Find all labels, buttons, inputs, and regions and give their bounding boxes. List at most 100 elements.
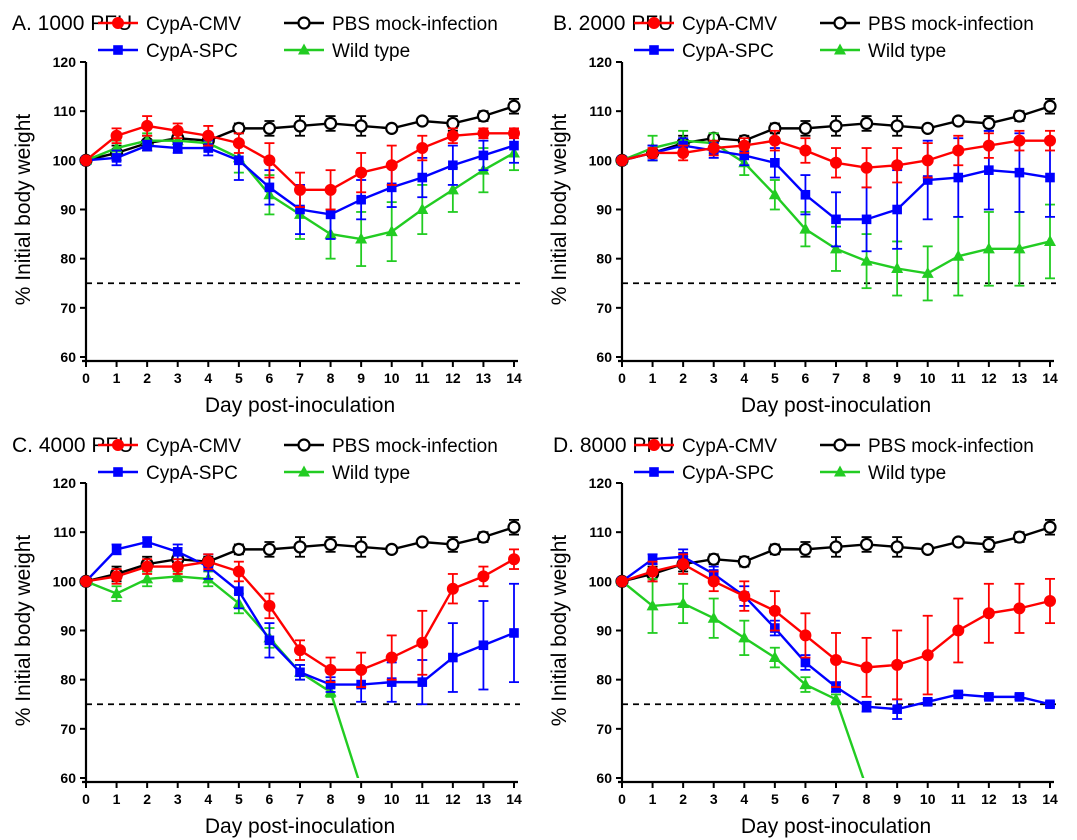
- y-tick-label: 70: [596, 300, 612, 316]
- data-point: [770, 157, 780, 168]
- data-point: [891, 159, 904, 172]
- data-point: [232, 121, 246, 135]
- legend-label: PBS mock-infection: [332, 436, 498, 457]
- legend-label: Wild type: [868, 41, 946, 62]
- data-point: [415, 535, 429, 549]
- legend-item-wild-type: Wild type: [820, 41, 946, 62]
- legend-label: CypA-SPC: [146, 463, 238, 484]
- chart-title: C. 4000 PFU: [12, 434, 133, 457]
- data-point: [202, 129, 215, 142]
- x-tick-label: 10: [384, 791, 400, 807]
- y-tick-label: 90: [596, 202, 612, 218]
- data-point: [982, 607, 995, 620]
- data-point: [509, 140, 519, 151]
- x-tick-label: 3: [710, 370, 718, 386]
- data-point: [829, 119, 843, 133]
- legend-marker: [297, 438, 311, 452]
- data-point: [922, 175, 933, 185]
- x-tick-label: 14: [1042, 791, 1058, 807]
- data-point: [385, 225, 398, 237]
- data-point: [798, 542, 813, 556]
- data-point: [264, 635, 275, 646]
- y-axis-label: % Initial body weight: [12, 535, 35, 727]
- x-tick-label: 12: [981, 791, 997, 807]
- data-point: [646, 599, 659, 611]
- legend: CypA-CMV CypA-SPC PBS mock-infection Wild t…: [634, 14, 1034, 62]
- y-tick-label: 90: [60, 202, 76, 218]
- legend-item-cypa-cmv: CypA-CMV: [634, 14, 777, 35]
- y-axis-label: % Initial body weight: [548, 114, 571, 306]
- data-point: [1044, 595, 1056, 607]
- data-point: [952, 144, 965, 157]
- x-tick-label: 10: [920, 370, 936, 386]
- legend-marker: [297, 16, 311, 30]
- data-point: [1013, 134, 1026, 147]
- y-tick-label: 110: [53, 103, 76, 119]
- legend-label: Wild type: [332, 463, 410, 484]
- data-point: [892, 204, 902, 215]
- legend-item-cypa-spc: CypA-SPC: [634, 41, 774, 62]
- data-point: [891, 262, 904, 273]
- data-point: [448, 652, 458, 663]
- x-tick-label: 12: [445, 370, 461, 386]
- data-point: [324, 183, 337, 196]
- data-point: [110, 570, 123, 583]
- legend-label: CypA-SPC: [146, 41, 238, 62]
- data-point: [325, 209, 336, 220]
- series-cypa-cmv: [616, 129, 1056, 189]
- series-line: [85, 575, 360, 778]
- y-tick-label: 60: [596, 349, 612, 365]
- x-axis-label: Day post-inoculation: [205, 815, 395, 838]
- data-point: [952, 249, 965, 261]
- data-point: [232, 137, 245, 150]
- data-point: [677, 558, 690, 571]
- x-tick-label: 0: [82, 370, 90, 386]
- series-line: [621, 580, 865, 778]
- data-point: [263, 154, 276, 167]
- x-tick-label: 11: [951, 791, 966, 807]
- data-point: [385, 159, 398, 172]
- data-point: [984, 165, 994, 175]
- data-point: [172, 143, 183, 153]
- x-tick-label: 7: [832, 791, 840, 807]
- y-tick-label: 120: [589, 475, 613, 491]
- data-point: [859, 116, 874, 131]
- data-point: [508, 127, 520, 140]
- data-point: [1012, 109, 1027, 123]
- data-layer: [79, 97, 521, 267]
- y-tick-label: 120: [53, 475, 77, 491]
- data-point: [1043, 99, 1057, 113]
- x-tick-label: 13: [476, 791, 492, 807]
- legend-item-wild-type: Wild type: [284, 41, 410, 62]
- x-tick-label: 6: [266, 370, 274, 386]
- data-point: [325, 679, 336, 690]
- legend-label: Wild type: [868, 463, 946, 484]
- data-point: [1013, 242, 1026, 254]
- data-point: [800, 657, 811, 668]
- legend-label: PBS mock-infection: [868, 14, 1034, 35]
- legend-item-cypa-cmv: CypA-CMV: [634, 436, 777, 457]
- data-point: [800, 189, 811, 200]
- x-tick-label: 2: [679, 370, 687, 386]
- series-cypa-cmv: [80, 548, 520, 688]
- x-tick-label: 12: [981, 370, 997, 386]
- legend-item-cypa-spc: CypA-SPC: [98, 463, 238, 484]
- series-cypa-cmv: [616, 553, 1056, 701]
- x-tick-label: 0: [618, 370, 626, 386]
- data-point: [647, 554, 658, 565]
- data-point: [982, 116, 996, 131]
- data-point: [798, 121, 813, 135]
- x-tick-label: 4: [740, 791, 748, 807]
- data-point: [417, 677, 428, 687]
- data-point: [446, 129, 459, 142]
- data-point: [80, 575, 92, 588]
- data-point: [476, 109, 491, 123]
- data-point: [323, 116, 338, 131]
- x-tick-label: 4: [740, 370, 748, 386]
- data-point: [707, 552, 721, 566]
- y-tick-label: 80: [60, 672, 76, 688]
- x-tick-label: 10: [384, 370, 400, 386]
- data-point: [892, 704, 902, 714]
